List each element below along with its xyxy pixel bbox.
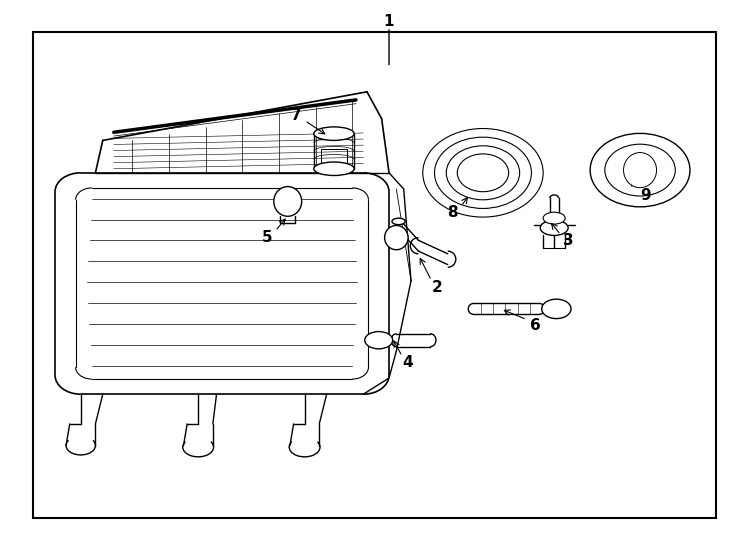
Ellipse shape [365, 332, 393, 349]
Circle shape [457, 154, 509, 192]
Ellipse shape [543, 212, 565, 224]
Text: 5: 5 [262, 230, 272, 245]
Ellipse shape [392, 218, 405, 225]
Text: 3: 3 [563, 233, 573, 248]
Text: 4: 4 [403, 355, 413, 370]
Circle shape [590, 133, 690, 207]
Ellipse shape [274, 186, 302, 217]
Circle shape [423, 129, 543, 217]
Text: 2: 2 [432, 280, 442, 295]
Text: 1: 1 [384, 14, 394, 29]
Circle shape [435, 137, 531, 208]
Text: 8: 8 [448, 205, 458, 220]
Ellipse shape [385, 226, 408, 249]
Text: 9: 9 [641, 188, 651, 203]
Ellipse shape [542, 299, 571, 319]
Text: 7: 7 [291, 108, 302, 123]
Ellipse shape [314, 127, 355, 140]
Ellipse shape [624, 152, 656, 187]
Text: 6: 6 [531, 318, 541, 333]
Ellipse shape [540, 220, 568, 235]
Circle shape [605, 144, 675, 196]
Circle shape [446, 146, 520, 200]
Ellipse shape [314, 162, 355, 176]
